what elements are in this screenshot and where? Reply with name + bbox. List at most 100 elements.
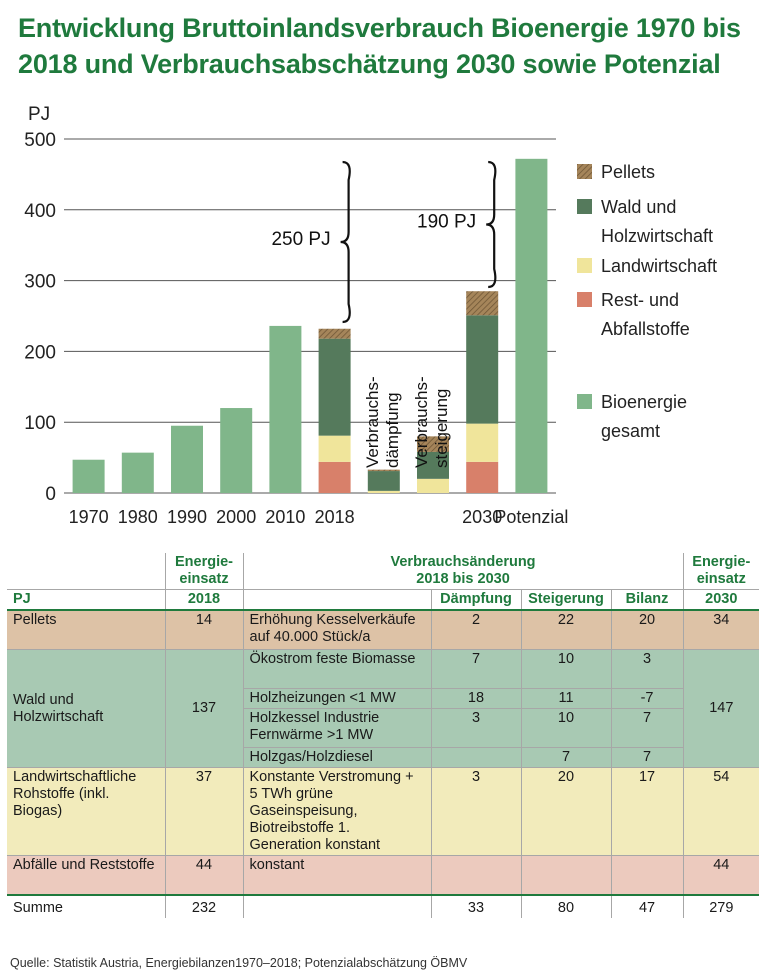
table-row-landwirtschaft: Landwirtschaftliche Rohstoffe (inkl. Bio…	[7, 767, 760, 856]
bar-segment	[367, 490, 400, 493]
chart-title: Entwicklung Bruttoinlandsverbrauch Bioen…	[18, 13, 741, 79]
x-tick-label: 1980	[118, 507, 158, 527]
rotated-annotation-line: steigerung	[432, 389, 451, 468]
y-axis-label: PJ	[28, 104, 50, 125]
bar-segment	[121, 452, 154, 493]
cell-daempfung: 33	[430, 894, 521, 918]
cell-2018: 37	[164, 767, 243, 856]
cell-bilanz: 7	[610, 708, 684, 748]
legend-label: Abfallstoffe	[601, 319, 690, 339]
cell-desc: Erhöhung Kesselverkäufe auf 40.000 Stück…	[242, 609, 431, 650]
cell-daempfung: 7	[430, 649, 521, 689]
bar-segment	[318, 338, 351, 436]
y-tick-label: 500	[24, 130, 56, 151]
x-tick-label: 1990	[167, 507, 207, 527]
cell-2030: 34	[682, 609, 760, 650]
y-tick-label: 0	[45, 484, 56, 505]
cell-desc: Konstante Verstromung + 5 TWh grüne Gase…	[242, 767, 431, 856]
legend-label: gesamt	[601, 421, 660, 441]
x-tick-label: 2030	[462, 507, 502, 527]
cell-2018: 44	[164, 855, 243, 895]
row-label: Summe	[7, 894, 165, 918]
rotated-annotation-line: Verbrauchs-	[363, 376, 382, 468]
head-steigerung: Steigerung	[520, 589, 611, 610]
legend-swatch	[577, 292, 592, 307]
cell-desc: Ökostrom feste Biomasse	[242, 649, 431, 689]
cell-2030: 147	[682, 649, 760, 768]
legend-swatch	[577, 394, 592, 409]
source-note: Quelle: Statistik Austria, Energiebilanz…	[10, 956, 468, 970]
table-row-abfaelle: Abfälle und Reststoffe 44 konstant 44	[7, 855, 760, 895]
x-tick-label: Potenzial	[494, 507, 568, 527]
cell-steigerung: 80	[520, 894, 611, 918]
cell-2030: 279	[682, 894, 760, 918]
bar-segment	[367, 471, 400, 491]
table-row-wald: Wald und Holzwirtschaft 137 Ökostrom fes…	[7, 649, 760, 768]
head-change: Verbrauchsänderung 2018 bis 2030	[242, 553, 684, 590]
brace-label: 190 PJ	[417, 212, 476, 233]
bar-segment	[367, 469, 400, 472]
rotated-annotation-line: Verbrauchs-	[412, 376, 431, 468]
bar-segment	[466, 291, 499, 316]
head-pj: PJ	[7, 589, 165, 610]
cell-daempfung: 18	[430, 688, 521, 709]
bar-segment	[417, 436, 449, 452]
cell-daempfung: 3	[430, 767, 521, 856]
cell-desc: Holzkessel Industrie Fernwärme >1 MW	[242, 708, 431, 748]
cell-steigerung: 7	[520, 747, 611, 768]
row-label: Landwirtschaftliche Rohstoffe (inkl. Bio…	[7, 767, 165, 856]
brace	[486, 160, 497, 289]
y-tick-label: 100	[24, 413, 56, 434]
legend-label: Pellets	[601, 162, 655, 182]
row-label: Abfälle und Reststoffe	[7, 855, 165, 895]
cell-2030: 54	[682, 767, 760, 856]
rotated-annotation: Verbrauchs-dämpfung	[363, 376, 402, 468]
x-tick-label: 1970	[69, 507, 109, 527]
cell-2018: 14	[164, 609, 243, 650]
x-tick-label: 2018	[315, 507, 355, 527]
cell-2030: 44	[682, 855, 760, 895]
cell-2018: 232	[164, 894, 243, 918]
bar-segment	[466, 315, 499, 424]
cell-daempfung	[430, 747, 521, 768]
x-tick-label: 2010	[265, 507, 305, 527]
bar-segment	[417, 451, 449, 479]
bar-segment	[515, 158, 548, 493]
bar-segment	[318, 328, 351, 339]
cell-bilanz: 20	[610, 609, 684, 650]
y-tick-label: 200	[24, 342, 56, 363]
row-label: Pellets	[7, 609, 165, 650]
bar-segment	[417, 478, 449, 493]
legend-label: Wald und	[601, 197, 676, 217]
head-energie-2030: Energie-einsatz	[682, 553, 760, 590]
cell-steigerung: 10	[520, 649, 611, 689]
cell-bilanz: 3	[610, 649, 684, 689]
cell-2018: 137	[164, 649, 243, 768]
cell-daempfung: 3	[430, 708, 521, 748]
x-tick-label: 2000	[216, 507, 256, 527]
legend-label: Rest- und	[601, 290, 679, 310]
cell-bilanz: 17	[610, 767, 684, 856]
cell-daempfung: 2	[430, 609, 521, 650]
cell-steigerung: 10	[520, 708, 611, 748]
head-2030: 2030	[682, 589, 760, 610]
cell-steigerung: 22	[520, 609, 611, 650]
legend-label: Bioenergie	[601, 392, 687, 412]
cell-desc: Holzheizungen <1 MW	[242, 688, 431, 709]
table-row-wald: Holzgas/Holzdiesel 7 7	[7, 747, 759, 768]
bar-segment	[220, 408, 253, 493]
cell-desc: Holzgas/Holzdiesel	[242, 747, 431, 768]
cell-desc: konstant	[242, 855, 431, 895]
bar-segment	[72, 459, 105, 493]
legend-swatch	[577, 258, 592, 273]
table-row-pellets: Pellets 14 Erhöhung Kesselverkäufe auf 4…	[7, 609, 760, 650]
bar-segment	[171, 425, 203, 493]
brace-label: 250 PJ	[271, 229, 330, 250]
table-row-summe: Summe 232 33 80 47 279	[7, 894, 760, 918]
bar-segment	[269, 325, 302, 493]
bar-segment	[318, 461, 351, 493]
cell-bilanz: 47	[610, 894, 684, 918]
consumption-table: Energie-einsatz Verbrauchsänderung 2018 b…	[7, 553, 760, 918]
row-label: Wald und Holzwirtschaft	[7, 649, 165, 768]
